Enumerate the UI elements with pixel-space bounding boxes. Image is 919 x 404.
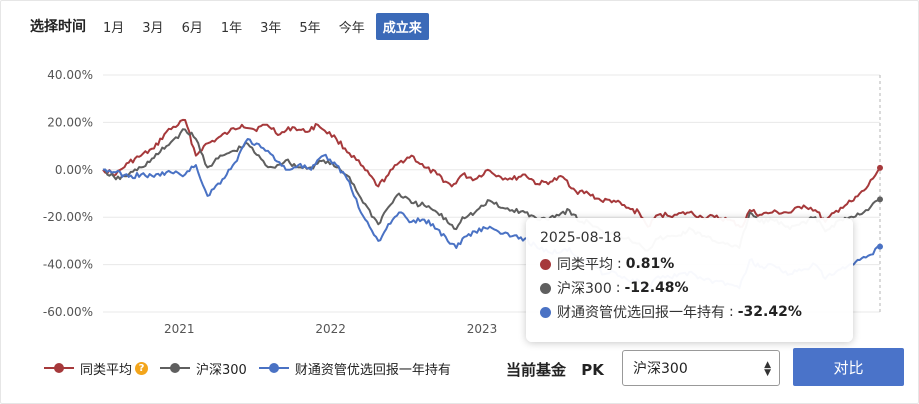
range-tab-1m[interactable]: 1月 — [103, 20, 125, 36]
info-icon[interactable]: ? — [135, 361, 149, 375]
range-tab-3m[interactable]: 3月 — [142, 20, 164, 36]
compare-select-value: 沪深300 — [633, 361, 688, 377]
range-tab-5y[interactable]: 5年 — [299, 20, 321, 36]
tooltip-peer-dot — [540, 258, 551, 270]
legend-fund-label: 财通资管优选回报一年持有 — [294, 362, 451, 378]
legend-peer-label: 同类平均 — [80, 362, 133, 378]
select-arrows-icon: ▲ ▼ — [764, 360, 771, 378]
tooltip-csi300-name: 沪深300 — [557, 281, 612, 297]
range-tab-since-inception[interactable]: 成立来 — [375, 12, 429, 40]
tooltip-fund-dot — [540, 306, 551, 318]
tooltip-row-peer: 同类平均 : 0.81% — [540, 252, 839, 276]
legend-item-csi300[interactable]: 沪深300 — [160, 359, 247, 378]
compare-label: 当前基金 PK — [506, 359, 614, 380]
performance-line-chart[interactable]: 40.00% 20.00% 0.00% -20.00% -40.00% -60.00% 20… — [0, 0, 919, 345]
y-tick-label: -20.00% — [43, 210, 93, 224]
range-tab-3y[interactable]: 3年 — [260, 20, 282, 36]
time-range-label: 选择时间 — [30, 19, 86, 35]
compare-button[interactable]: 对比 — [793, 348, 904, 386]
tooltip-fund-value: -32.42% — [737, 304, 802, 320]
tooltip-csi300-dot — [540, 282, 551, 294]
x-tick-label: 2021 — [164, 322, 195, 336]
y-tick-label: 40.00% — [47, 68, 93, 82]
series-end-point-csi300 — [877, 196, 883, 203]
y-tick-label: -40.00% — [43, 258, 93, 272]
y-tick-label: 0.00% — [55, 163, 93, 177]
legend-csi300-swatch — [160, 363, 191, 373]
series-end-point-fund — [877, 243, 883, 250]
range-tab-6m[interactable]: 6月 — [181, 20, 203, 36]
range-tab-1y[interactable]: 1年 — [220, 20, 243, 36]
series-line-peer-average — [102, 118, 881, 228]
tooltip-date: 2025-08-18 — [540, 230, 622, 246]
y-tick-label: -60.00% — [43, 305, 93, 319]
series-end-point-peer-average — [877, 164, 883, 171]
series-line-csi300 — [102, 128, 881, 252]
tooltip-peer-name: 同类平均 — [557, 257, 613, 273]
tooltip-row-fund: 财通资管优选回报一年持有 : -32.42% — [540, 300, 839, 324]
chart-tooltip: 2025-08-18 同类平均 : 0.81% 沪深300 : -12.48% … — [526, 218, 853, 342]
legend-item-peer-average[interactable]: 同类平均 ? — [44, 359, 149, 378]
current-fund-label: 当前基金 — [506, 361, 567, 379]
range-tab-ytd[interactable]: 今年 — [338, 20, 365, 36]
y-tick-label: 20.00% — [47, 115, 93, 129]
pk-label: PK — [581, 361, 604, 379]
tooltip-fund-name: 财通资管优选回报一年持有 — [557, 305, 725, 321]
tooltip-csi300-value: -12.48% — [624, 280, 689, 296]
time-range-selector: 选择时间 1月 3月 6月 1年 3年 5年 今年 成立来 — [30, 12, 433, 40]
legend-item-fund[interactable]: 财通资管优选回报一年持有 — [258, 359, 451, 378]
x-tick-label: 2023 — [467, 322, 498, 336]
compare-target-select[interactable]: 沪深300 ▲ ▼ — [622, 350, 780, 386]
legend-fund-swatch — [258, 363, 289, 373]
tooltip-row-csi300: 沪深300 : -12.48% — [540, 276, 839, 300]
x-tick-label: 2022 — [315, 322, 346, 336]
legend-csi300-label: 沪深300 — [196, 362, 247, 378]
tooltip-peer-value: 0.81% — [625, 256, 675, 272]
chart-legend: 同类平均 ? 沪深300 财通资管优选回报一年持有 — [44, 356, 463, 380]
legend-peer-swatch — [44, 363, 74, 373]
